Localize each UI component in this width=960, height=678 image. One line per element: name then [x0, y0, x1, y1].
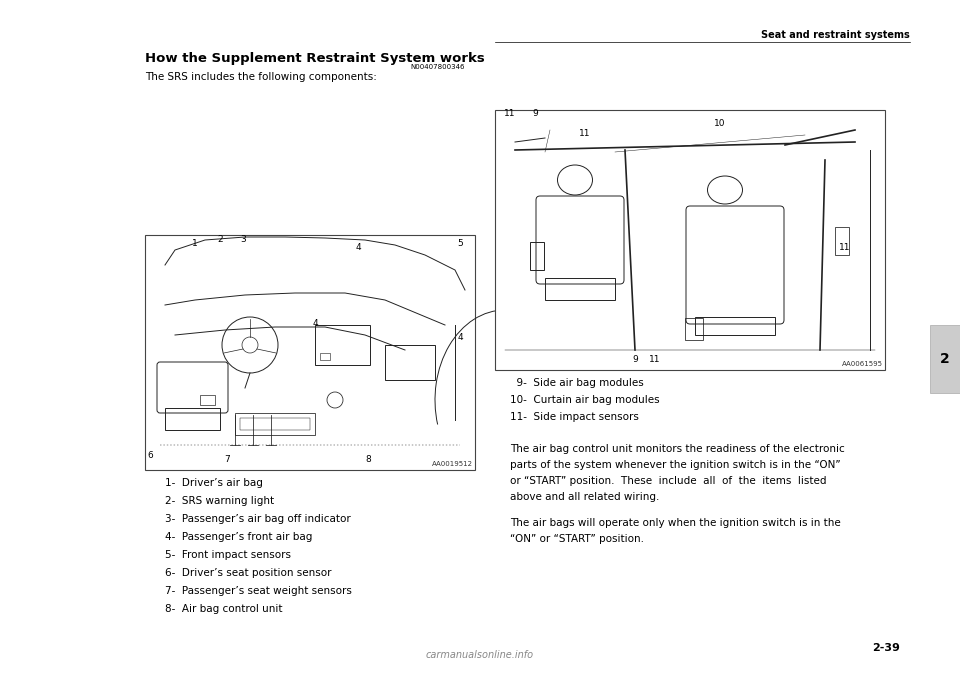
- Text: 5-  Front impact sensors: 5- Front impact sensors: [165, 550, 291, 560]
- Text: N00407800346: N00407800346: [411, 64, 465, 70]
- Text: 10: 10: [714, 119, 726, 127]
- Text: parts of the system whenever the ignition switch is in the “ON”: parts of the system whenever the ignitio…: [510, 460, 841, 470]
- Text: AA0061595: AA0061595: [842, 361, 883, 367]
- Text: AA0019512: AA0019512: [432, 461, 473, 467]
- Text: 4: 4: [312, 319, 318, 327]
- Text: 11: 11: [839, 243, 851, 252]
- Text: 1: 1: [192, 239, 198, 247]
- Text: 9: 9: [632, 355, 637, 365]
- Bar: [495, 110, 885, 370]
- Bar: [695, 317, 775, 335]
- Bar: [835, 227, 849, 255]
- Text: 6: 6: [147, 452, 153, 460]
- Text: 2-39: 2-39: [872, 643, 900, 653]
- Text: 11: 11: [649, 355, 660, 365]
- Text: 8: 8: [365, 456, 371, 464]
- Text: 7-  Passenger’s seat weight sensors: 7- Passenger’s seat weight sensors: [165, 586, 352, 596]
- Text: 9: 9: [532, 108, 538, 117]
- Text: 2: 2: [217, 235, 223, 245]
- Text: 11: 11: [504, 108, 516, 117]
- Bar: [240, 418, 310, 430]
- Bar: [145, 235, 475, 470]
- Bar: [165, 408, 220, 430]
- Text: above and all related wiring.: above and all related wiring.: [510, 492, 660, 502]
- Bar: [930, 325, 960, 393]
- Text: 3-  Passenger’s air bag off indicator: 3- Passenger’s air bag off indicator: [165, 514, 350, 524]
- Text: 1-  Driver’s air bag: 1- Driver’s air bag: [165, 478, 263, 488]
- Bar: [320, 353, 330, 360]
- Text: 2-  SRS warning light: 2- SRS warning light: [165, 496, 275, 506]
- Text: The SRS includes the following components:: The SRS includes the following component…: [145, 72, 377, 82]
- Text: “ON” or “START” position.: “ON” or “START” position.: [510, 534, 644, 544]
- Text: 8-  Air bag control unit: 8- Air bag control unit: [165, 604, 282, 614]
- Text: carmanualsonline.info: carmanualsonline.info: [426, 650, 534, 660]
- Text: 9-  Side air bag modules: 9- Side air bag modules: [510, 378, 644, 388]
- Bar: [685, 318, 703, 340]
- Text: 11: 11: [579, 129, 590, 138]
- Bar: [235, 413, 315, 435]
- Text: 4: 4: [355, 243, 361, 252]
- Text: 11-  Side impact sensors: 11- Side impact sensors: [510, 412, 638, 422]
- Text: 5: 5: [457, 239, 463, 249]
- Bar: [385, 345, 435, 380]
- Bar: [200, 395, 215, 405]
- Text: 6-  Driver’s seat position sensor: 6- Driver’s seat position sensor: [165, 568, 331, 578]
- Text: 4: 4: [457, 334, 463, 342]
- Bar: [545, 278, 615, 300]
- Text: The air bag control unit monitors the readiness of the electronic: The air bag control unit monitors the re…: [510, 444, 845, 454]
- Bar: [315, 325, 370, 365]
- Bar: [530, 242, 544, 270]
- Text: The air bags will operate only when the ignition switch is in the: The air bags will operate only when the …: [510, 518, 841, 528]
- Text: 3: 3: [240, 235, 246, 245]
- Text: or “START” position.  These  include  all  of  the  items  listed: or “START” position. These include all o…: [510, 476, 827, 486]
- Text: Seat and restraint systems: Seat and restraint systems: [761, 30, 910, 40]
- Text: 4-  Passenger’s front air bag: 4- Passenger’s front air bag: [165, 532, 312, 542]
- Text: How the Supplement Restraint System works: How the Supplement Restraint System work…: [145, 52, 485, 65]
- Text: 10-  Curtain air bag modules: 10- Curtain air bag modules: [510, 395, 660, 405]
- Text: 2: 2: [940, 352, 949, 366]
- Text: 7: 7: [224, 456, 229, 464]
